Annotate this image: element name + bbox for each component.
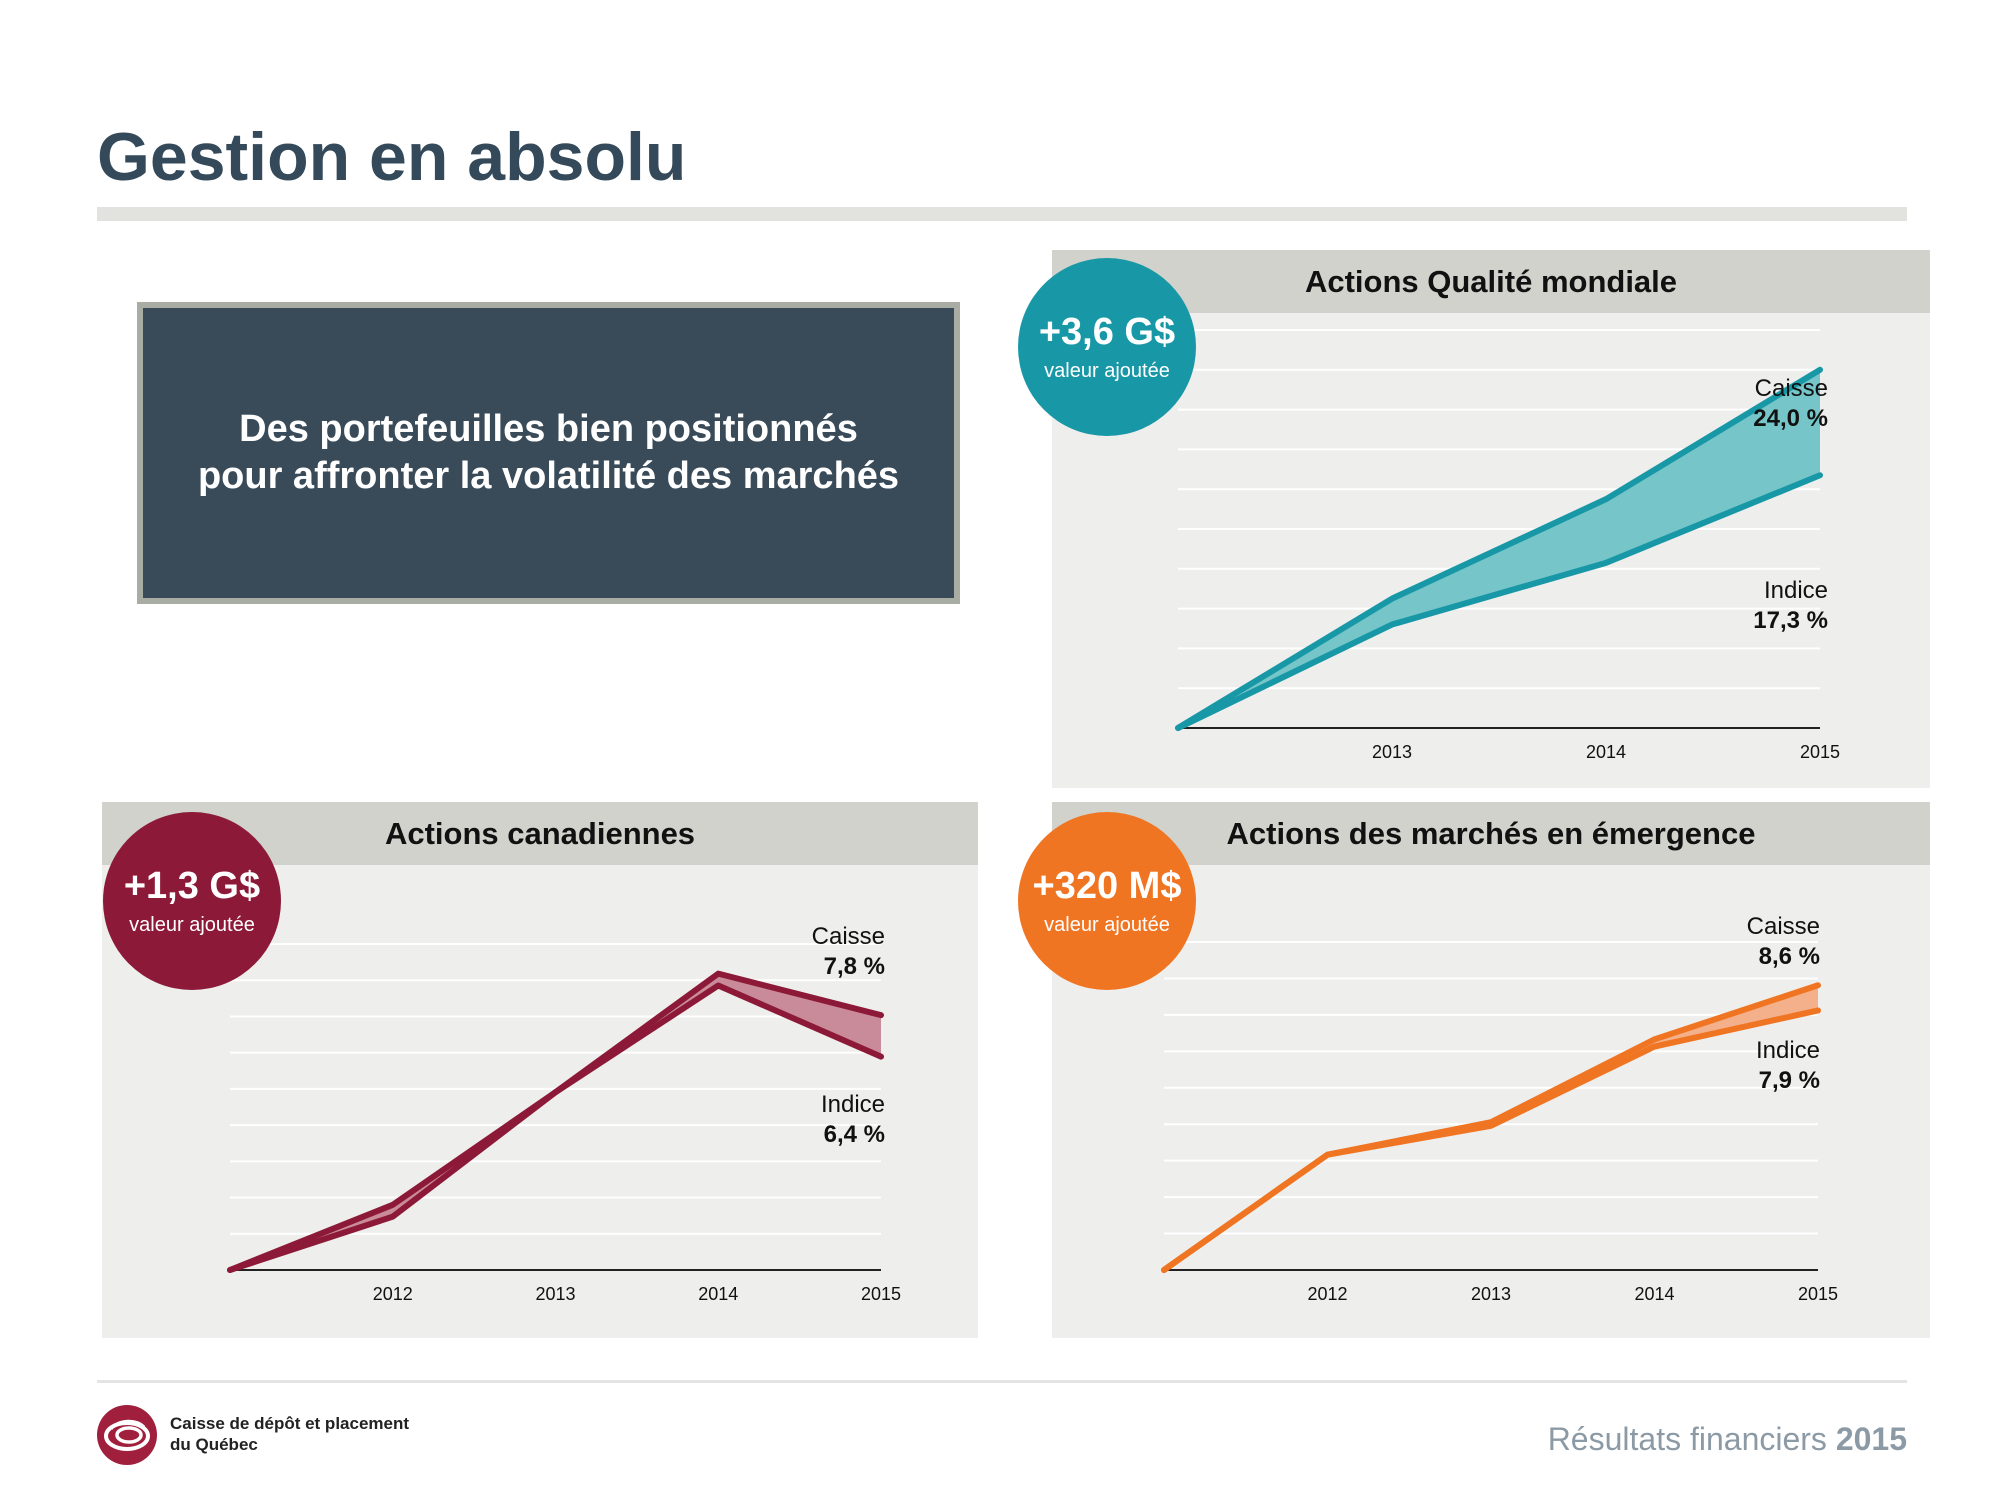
x-tick-label: 2014	[1586, 742, 1626, 762]
x-tick-label: 2015	[1800, 742, 1840, 762]
cdpq-logo-icon	[97, 1405, 157, 1465]
organization-name: Caisse de dépôt et placement du Québec	[170, 1414, 410, 1454]
badge-caption: valeur ajoutée	[1044, 914, 1170, 936]
badge-caption: valeur ajoutée	[1044, 360, 1170, 382]
badge-caption: valeur ajoutée	[129, 914, 255, 936]
series-line-caisse	[1175, 366, 1823, 731]
x-tick-label: 2015	[1798, 1284, 1838, 1304]
series-label-indice: Indice 7,9 %	[1755, 1037, 1820, 1094]
value-added-badge-global: +3,6 G$ valeur ajoutée	[1018, 258, 1196, 436]
panel-global-quality: Actions Qualité mondiale 2013 2014 2015 Ca…	[1052, 250, 1930, 788]
panel-emerging-markets: Actions des marchés en émergence 2012 201…	[1052, 802, 1930, 1338]
chart-canadian-equities: 2012 2013 2014 2015	[227, 943, 901, 1304]
x-tick-label: 2013	[535, 1284, 575, 1304]
report-year: 2015	[1835, 1421, 1907, 1457]
x-tick-label: 2013	[1471, 1284, 1511, 1304]
badge-value: +3,6 G$	[1038, 311, 1176, 353]
title-divider	[97, 207, 1907, 221]
panel-title: Actions Qualité mondiale	[1052, 250, 1930, 313]
x-tick-label: 2014	[1634, 1284, 1674, 1304]
chart-global-quality: 2013 2014 2015	[1175, 329, 1840, 762]
value-added-badge-canadian: +1,3 G$ valeur ajoutée	[103, 812, 281, 990]
panel-title: Actions des marchés en émergence	[1052, 802, 1930, 865]
series-label-caisse: Caisse 24,0 %	[1753, 375, 1828, 432]
series-label-caisse: Caisse 8,6 %	[1746, 913, 1820, 970]
series-line-indice	[1161, 1007, 1821, 1273]
series-line-indice	[1175, 472, 1823, 731]
callout-box: Des portefeuilles bien positionnés pour …	[137, 302, 960, 604]
badge-value: +320 M$	[1032, 865, 1182, 907]
chart-emerging-markets: 2012 2013 2014 2015	[1161, 941, 1838, 1304]
callout-line-1: Des portefeuilles bien positionnés	[239, 408, 858, 450]
x-tick-label: 2013	[1372, 742, 1412, 762]
series-line-indice	[227, 982, 884, 1273]
callout-line-2: pour affronter la volatilité des marchés	[197, 455, 900, 497]
page-title: Gestion en absolu	[97, 119, 687, 195]
x-tick-label: 2012	[1307, 1284, 1347, 1304]
footer-divider	[97, 1380, 1907, 1383]
x-tick-label: 2015	[861, 1284, 901, 1304]
x-tick-label: 2012	[373, 1284, 413, 1304]
value-added-badge-emerging: +320 M$ valeur ajoutée	[1018, 812, 1196, 990]
series-label-caisse: Caisse 7,8 %	[811, 923, 885, 980]
difference-band	[1164, 985, 1818, 1270]
series-line-caisse	[227, 970, 884, 1273]
badge-value: +1,3 G$	[123, 865, 261, 907]
series-label-indice: Indice 17,3 %	[1753, 577, 1828, 634]
report-title: Résultats financiers 2015	[1548, 1421, 1907, 1458]
difference-band	[230, 973, 881, 1270]
x-tick-label: 2014	[698, 1284, 738, 1304]
report-label: Résultats financiers	[1547, 1421, 1827, 1457]
series-label-indice: Indice 6,4 %	[820, 1091, 885, 1148]
